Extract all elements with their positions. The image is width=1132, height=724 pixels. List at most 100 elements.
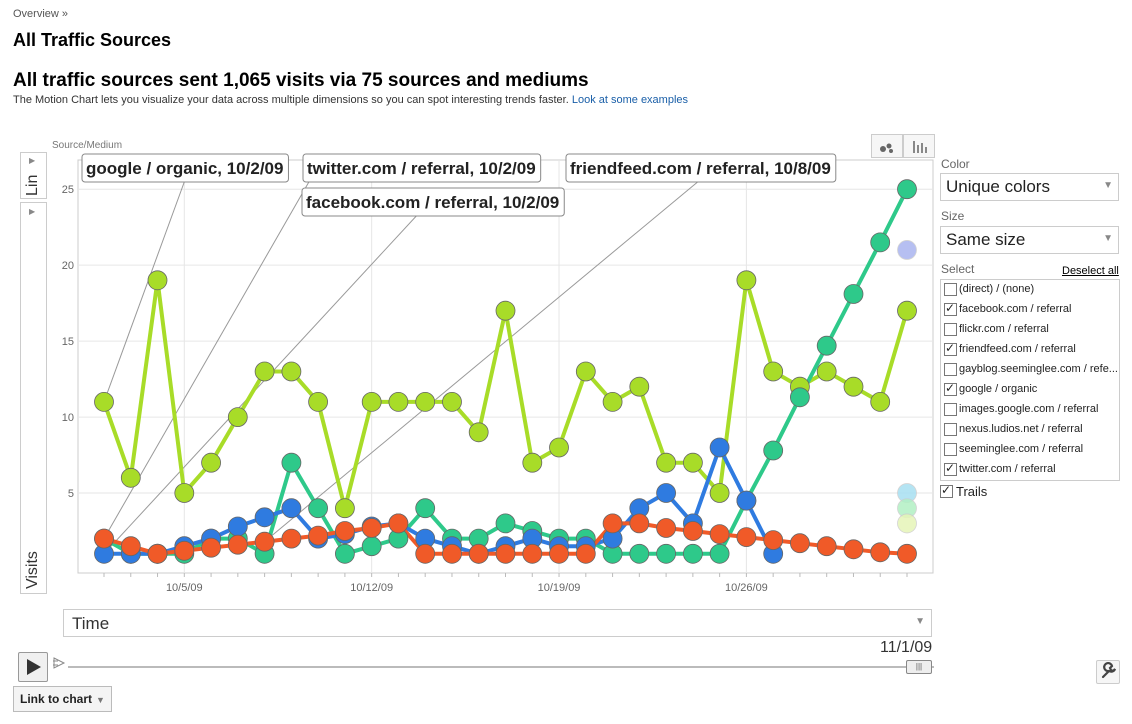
data-point[interactable] [388,391,409,412]
data-point[interactable] [227,516,248,537]
data-point[interactable] [227,407,248,428]
size-select[interactable]: Same size ▼ [940,226,1119,254]
data-point[interactable] [629,543,650,564]
data-point[interactable] [522,452,543,473]
data-point[interactable] [816,361,837,382]
checkbox[interactable] [944,363,957,376]
color-select[interactable]: Unique colors ▼ [940,173,1119,201]
data-point[interactable] [709,543,730,564]
data-point[interactable] [308,498,329,519]
data-point[interactable] [602,513,623,534]
data-point[interactable] [281,452,302,473]
tab-bar-chart[interactable] [903,134,935,158]
y-axis-selector[interactable]: ▶ Visits [20,202,47,594]
data-point[interactable] [201,452,222,473]
data-point[interactable] [94,528,114,549]
data-point[interactable] [495,543,516,564]
data-point[interactable] [656,483,676,503]
breadcrumb[interactable]: Overview » [13,8,69,20]
checkbox[interactable] [944,403,957,416]
data-point[interactable] [334,543,355,564]
data-point[interactable] [147,270,168,291]
data-point[interactable] [281,361,302,382]
checkbox[interactable] [944,443,957,456]
list-item[interactable]: google / organic [943,380,1117,400]
data-point[interactable] [629,376,650,397]
data-point[interactable] [227,534,248,555]
deselect-all-link[interactable]: Deselect all [1062,265,1119,277]
speed-icon[interactable] [52,656,66,670]
examples-link[interactable]: Look at some examples [571,94,689,106]
unselected-point[interactable] [897,240,917,260]
data-point[interactable] [816,536,837,557]
data-point[interactable] [763,440,784,461]
data-point[interactable] [495,513,516,534]
checkbox[interactable] [944,341,957,356]
data-point[interactable] [709,524,730,545]
x-axis-selector[interactable]: Time ▼ [63,609,932,637]
list-item[interactable]: friendfeed.com / referral [943,340,1117,360]
data-point[interactable] [709,437,730,458]
data-point[interactable] [629,513,650,534]
list-item[interactable]: images.google.com / referral [943,400,1117,420]
data-point[interactable] [254,361,275,382]
timeline-handle[interactable]: ||| [906,660,932,674]
checkbox[interactable] [944,461,957,476]
data-point[interactable] [897,300,917,321]
data-point[interactable] [763,530,784,551]
checkbox[interactable] [944,323,957,336]
data-point[interactable] [683,543,703,564]
timeline-track[interactable] [68,666,934,668]
trails-checkbox[interactable] [940,483,953,498]
data-point[interactable] [281,528,302,549]
settings-button[interactable] [1096,660,1120,684]
checkbox[interactable] [944,283,957,296]
data-point[interactable] [361,518,382,538]
data-point[interactable] [334,521,355,541]
data-point[interactable] [843,284,864,304]
data-point[interactable] [442,543,462,564]
data-point[interactable] [94,391,114,412]
data-point[interactable] [549,543,569,564]
data-point[interactable] [870,232,891,253]
data-point[interactable] [843,539,864,560]
data-point[interactable] [736,270,757,291]
list-item[interactable]: seeminglee.com / referral [943,440,1117,460]
data-point[interactable] [442,391,462,412]
list-item[interactable]: (direct) / (none) [943,280,1117,300]
data-point[interactable] [281,498,302,519]
data-point[interactable] [468,543,489,564]
data-point[interactable] [656,543,676,564]
data-point[interactable] [495,300,516,321]
data-point[interactable] [897,179,917,200]
data-point[interactable] [816,335,837,356]
list-item[interactable]: flickr.com / referral [943,320,1117,340]
data-point[interactable] [120,536,141,557]
data-point[interactable] [790,533,810,554]
checkbox[interactable] [944,381,957,396]
checkbox[interactable] [944,301,957,316]
data-point[interactable] [549,437,569,458]
data-point[interactable] [201,537,222,558]
list-item[interactable]: twitter.com / referral [943,460,1117,480]
trails-toggle[interactable]: Trails [940,483,987,499]
data-point[interactable] [575,361,596,382]
data-point[interactable] [870,391,891,412]
data-point[interactable] [254,531,275,552]
data-point[interactable] [174,540,195,561]
data-point[interactable] [870,542,891,563]
data-point[interactable] [709,483,730,503]
data-point[interactable] [602,391,623,412]
data-point[interactable] [361,536,382,557]
data-point[interactable] [575,543,596,564]
list-item[interactable]: gayblog.seeminglee.com / refe... [943,360,1117,380]
data-point[interactable] [147,543,168,564]
list-item[interactable]: nexus.ludios.net / referral [943,420,1117,440]
data-point[interactable] [415,543,436,564]
data-point[interactable] [361,391,382,412]
y-scale-selector[interactable]: ▶ Lin [20,152,47,199]
data-point[interactable] [522,543,543,564]
data-point[interactable] [308,391,329,412]
data-point[interactable] [656,518,676,538]
data-point[interactable] [736,490,757,511]
